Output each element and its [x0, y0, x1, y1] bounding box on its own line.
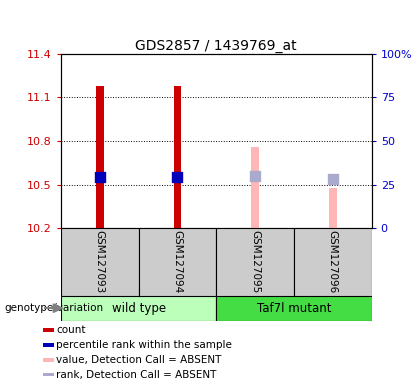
Text: Taf7l mutant: Taf7l mutant [257, 302, 331, 314]
Bar [43, 373, 54, 376]
Bar [329, 188, 337, 228]
Text: percentile rank within the sample: percentile rank within the sample [56, 340, 232, 350]
Bar [96, 86, 104, 228]
Title: GDS2857 / 1439769_at: GDS2857 / 1439769_at [136, 39, 297, 53]
Bar [294, 228, 372, 296]
Bar [43, 343, 54, 347]
Bar [173, 86, 181, 228]
Bar [43, 358, 54, 362]
Text: rank, Detection Call = ABSENT: rank, Detection Call = ABSENT [56, 370, 217, 380]
Bar [139, 228, 216, 296]
Text: value, Detection Call = ABSENT: value, Detection Call = ABSENT [56, 355, 221, 365]
Bar [43, 328, 54, 332]
Text: count: count [56, 325, 86, 335]
Bar [61, 296, 216, 321]
Point [174, 174, 181, 180]
Bar [251, 147, 259, 228]
Text: GSM127095: GSM127095 [250, 230, 260, 294]
Text: wild type: wild type [112, 302, 165, 314]
Bar [61, 228, 139, 296]
Bar [216, 296, 372, 321]
Text: GSM127093: GSM127093 [95, 230, 105, 294]
Text: genotype/variation: genotype/variation [4, 303, 103, 313]
Point [330, 176, 336, 182]
Point [97, 174, 103, 180]
Point [252, 173, 259, 179]
Bar [216, 228, 294, 296]
Text: GSM127094: GSM127094 [173, 230, 182, 294]
Text: GSM127096: GSM127096 [328, 230, 338, 294]
